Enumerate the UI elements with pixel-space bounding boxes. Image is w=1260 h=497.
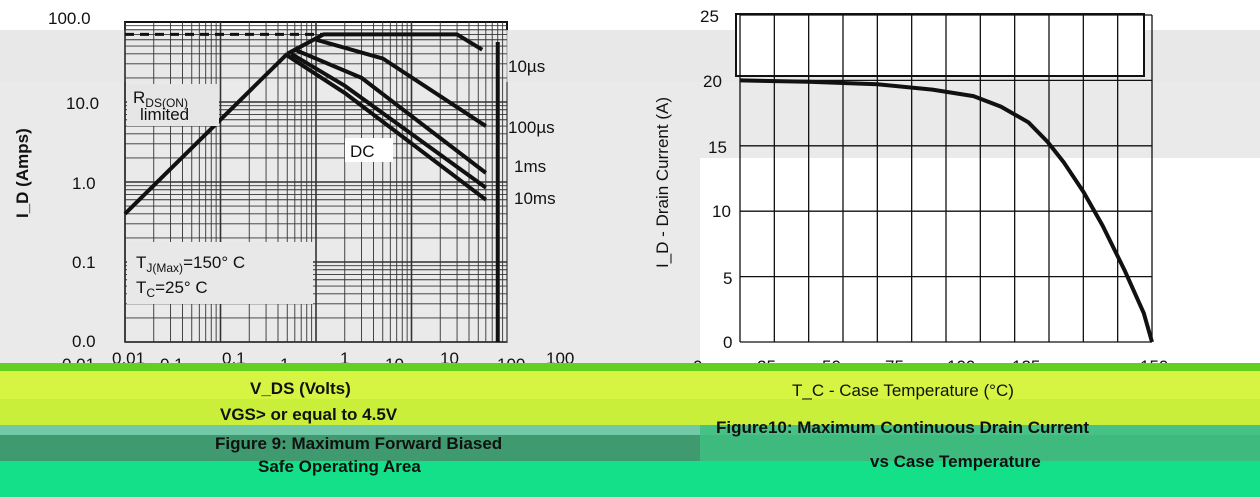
soa-xtick-overlay-1: 1 <box>340 349 349 368</box>
soa-series <box>123 32 500 342</box>
soa-rdson-limited: limited <box>140 105 189 124</box>
temp-ytick-15: 15 <box>708 138 727 157</box>
temp-ytick-5: 5 <box>723 269 732 288</box>
soa-xlabel: V_DS (Volts) <box>250 379 351 398</box>
soa-series-line-1 <box>286 32 484 56</box>
soa-chart: 100.0 10.0 1.0 0.1 0.0 0.01 0.1 1 10 100… <box>0 9 1260 374</box>
soa-series-line-2 <box>315 37 487 128</box>
temp-ytick-20: 20 <box>703 72 722 91</box>
soa-10us-label: 10µs <box>508 57 545 76</box>
temp-caption-line1: Figure10: Maximum Continuous Drain Curre… <box>716 418 1089 437</box>
temp-caption-line2: vs Case Temperature <box>870 452 1041 471</box>
soa-ytick-100: 100.0 <box>48 9 91 28</box>
temp-ylabel: I_D - Drain Current (A) <box>653 97 672 268</box>
soa-vgs-caption: VGS> or equal to 4.5V <box>220 405 398 424</box>
band-bright <box>0 461 1260 497</box>
band-teal <box>0 425 1260 435</box>
soa-series-line-4 <box>290 52 487 190</box>
soa-dc-box <box>345 138 393 162</box>
soa-tc-val: =25° C <box>155 278 208 297</box>
soa-series-line-5 <box>286 53 488 202</box>
captions: V_DS (Volts) VGS> or equal to 4.5V Figur… <box>215 379 1089 476</box>
soa-rdson-box <box>127 84 219 126</box>
band-mint-right <box>700 425 1260 461</box>
soa-tc-label: TC=25° C <box>136 278 208 300</box>
band-yellow-left <box>0 371 1260 399</box>
soa-rdson-r: R <box>133 88 145 107</box>
color-bands <box>0 363 1260 497</box>
soa-series-line-0 <box>123 52 289 216</box>
temp-series-line-0 <box>739 78 1154 343</box>
soa-tc-sub: C <box>146 286 155 300</box>
temp-series <box>739 78 1154 343</box>
soa-ytick-0: 0.0 <box>72 332 96 351</box>
soa-series-line-3 <box>294 47 488 175</box>
soa-tc-t: T <box>136 278 146 297</box>
soa-tj-t: T <box>136 253 146 272</box>
temp-xlabel: T_C - Case Temperature (°C) <box>792 381 1014 400</box>
temp-grid <box>739 14 1153 343</box>
soa-10ms-label: 10ms <box>514 189 556 208</box>
soa-grid <box>124 22 507 343</box>
soa-ylabel: I_D (Amps) <box>13 128 32 218</box>
soa-grey-overlay-lower <box>0 82 700 367</box>
soa-ytick-01: 0.1 <box>72 253 96 272</box>
soa-caption-line1: Figure 9: Maximum Forward Biased <box>215 434 502 453</box>
soa-cond-box <box>127 242 313 304</box>
soa-rdson-sub: DS(ON) <box>145 96 188 110</box>
soa-dc-label: DC <box>350 142 375 161</box>
temp-top-frame <box>735 13 1145 77</box>
temp-ytick-25: 25 <box>700 7 719 26</box>
soa-100us-label: 100µs <box>508 118 555 137</box>
soa-ytick-1: 1.0 <box>72 174 96 193</box>
soa-rdson-label: RDS(ON) <box>133 88 188 110</box>
temp-ytick-10: 10 <box>712 202 731 221</box>
soa-tj-val: =150° C <box>183 253 245 272</box>
soa-tj-label: TJ(Max)=150° C <box>136 253 245 275</box>
soa-tj-sub: J(Max) <box>146 261 183 275</box>
soa-1ms-label: 1ms <box>514 157 546 176</box>
soa-ytick-10: 10.0 <box>66 94 99 113</box>
band-lime <box>0 399 1260 425</box>
soa-caption-line2: Safe Operating Area <box>258 457 421 476</box>
temp-chart: 25 20 15 10 5 0 0 25 50 75 100 125 150 I… <box>653 7 1260 376</box>
band-top-green <box>0 363 1260 371</box>
temp-ytick-0: 0 <box>723 333 732 352</box>
